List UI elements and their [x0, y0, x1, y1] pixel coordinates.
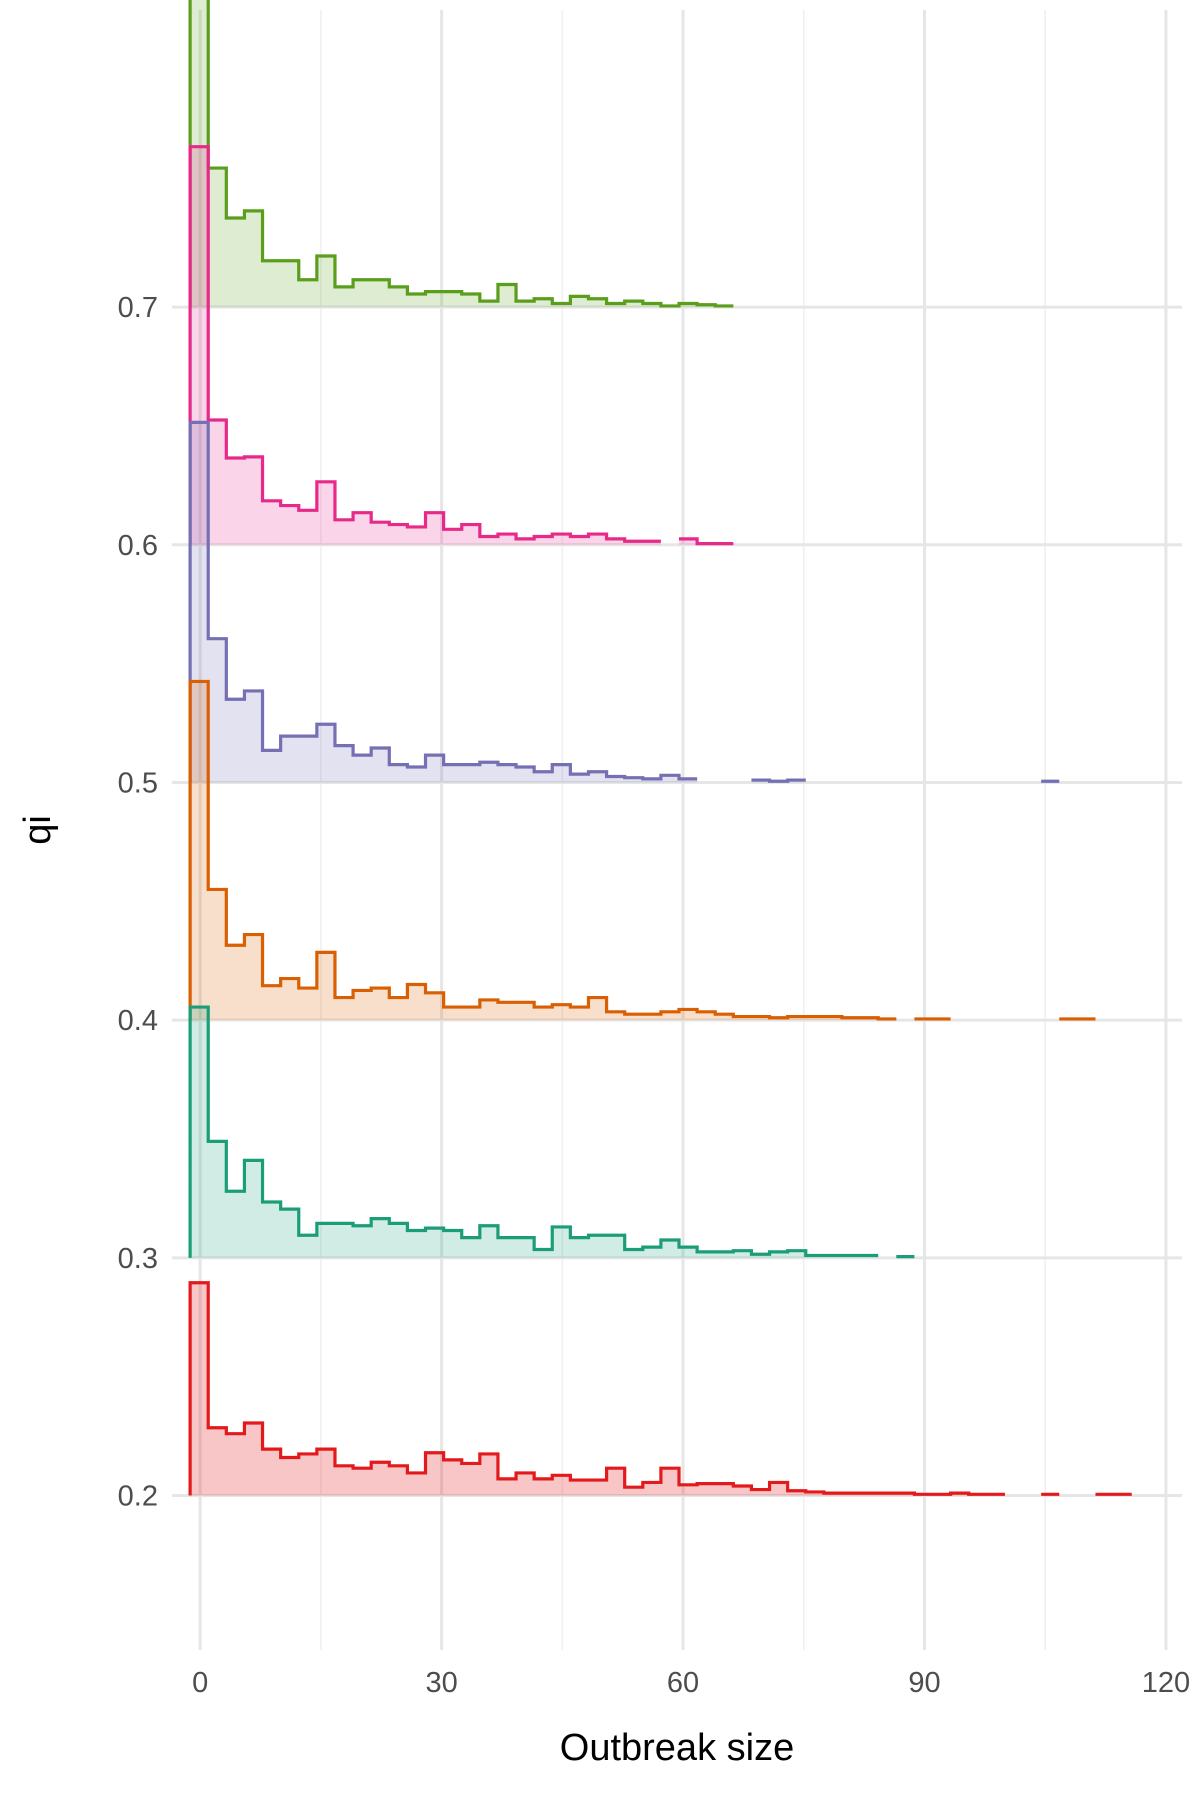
- x-axis-title: Outbreak size: [560, 1727, 794, 1769]
- series-fill: [190, 1282, 1005, 1496]
- grid-layer: [172, 10, 1182, 1650]
- x-tick-label: 0: [192, 1667, 208, 1699]
- series-step-line: [188, 420, 698, 783]
- series-fill: [190, 681, 897, 1021]
- series-qi-0.2: [188, 1281, 1132, 1496]
- series-qi-0.7: [188, 0, 734, 308]
- y-tick-label: 0.2: [118, 1481, 158, 1513]
- series-qi-0.5: [188, 420, 1060, 783]
- series-qi-0.6: [188, 145, 734, 546]
- x-tick-label: 120: [1142, 1667, 1190, 1699]
- series-step-line: [188, 1281, 1005, 1496]
- y-tick-label: 0.4: [118, 1005, 158, 1037]
- series-step-line: [188, 679, 897, 1021]
- series-layer: [188, 0, 1132, 1496]
- y-tick-label: 0.3: [118, 1243, 158, 1275]
- y-tick-label: 0.7: [118, 292, 158, 324]
- series-step-line: [188, 0, 734, 308]
- y-tick-label: 0.6: [118, 530, 158, 562]
- series-step-line: [188, 145, 661, 545]
- series-qi-0.4: [188, 679, 1096, 1021]
- x-tick-label: 90: [908, 1667, 940, 1699]
- axis-layer: 0 30 60 90 120 0.2 0.3 0.4 0.5 0.6 0.7 Outbreak siz…: [17, 292, 1190, 1769]
- series-fill: [190, 0, 734, 308]
- series-fill: [190, 1007, 879, 1258]
- y-tick-label: 0.5: [118, 767, 158, 799]
- series-step-line: [679, 537, 734, 546]
- series-step-line: [188, 1005, 879, 1258]
- y-axis-title: qi: [17, 815, 59, 845]
- x-tick-label: 30: [425, 1667, 457, 1699]
- series-fill: [190, 146, 661, 545]
- series-qi-0.3: [188, 1005, 915, 1259]
- x-tick-label: 60: [667, 1667, 699, 1699]
- series-fill: [190, 422, 698, 783]
- series-step-line: [751, 778, 806, 783]
